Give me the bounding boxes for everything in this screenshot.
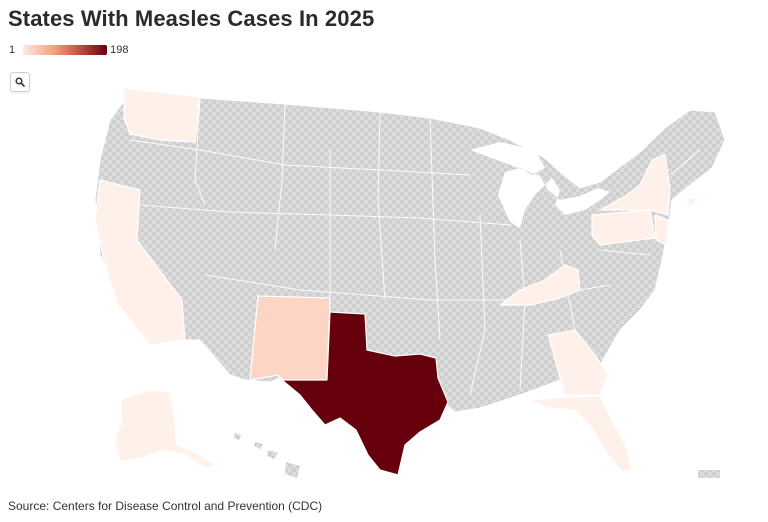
state-alaska: [114, 389, 216, 469]
state-new-jersey: [654, 214, 669, 246]
state-washington: [123, 87, 201, 143]
state-new-york: [599, 153, 671, 216]
state-pennsylvania: [591, 209, 656, 246]
legend-min-label: 1: [9, 44, 16, 56]
great-lakes: [470, 142, 610, 228]
legend-gradient-bar: [23, 45, 108, 55]
source-note: Source: Centers for Disease Control and …: [8, 499, 323, 513]
state-hawaii: [234, 433, 300, 478]
state-new-mexico: [249, 295, 331, 381]
state-texas: [281, 311, 449, 476]
zoom-search-button[interactable]: [10, 72, 30, 92]
state-rhode-island: [687, 197, 697, 206]
territory-inset: [698, 470, 720, 478]
state-florida: [529, 395, 633, 473]
state-california: [94, 179, 186, 346]
legend-max-label: 198: [110, 44, 129, 56]
state-georgia: [547, 329, 609, 396]
state-kentucky: [499, 264, 581, 306]
color-legend: 1 198: [9, 43, 128, 57]
map-title: States With Measles Cases In 2025: [8, 6, 375, 31]
search-icon: [15, 77, 25, 87]
